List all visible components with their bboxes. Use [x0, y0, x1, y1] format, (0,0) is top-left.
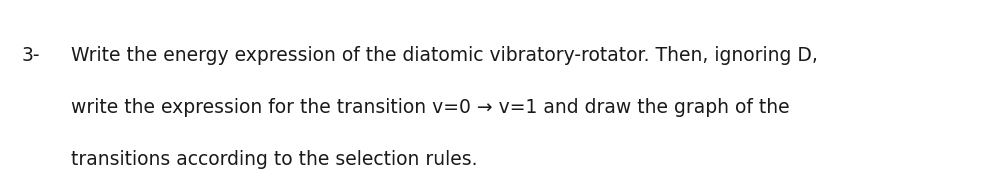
Text: Write the energy expression of the diatomic vibratory-rotator. Then, ignoring D,: Write the energy expression of the diato…: [71, 46, 817, 65]
Text: transitions according to the selection rules.: transitions according to the selection r…: [71, 150, 477, 169]
Text: write the expression for the transition v=0 → v=1 and draw the graph of the: write the expression for the transition …: [71, 98, 790, 117]
Text: 3-: 3-: [22, 46, 40, 65]
